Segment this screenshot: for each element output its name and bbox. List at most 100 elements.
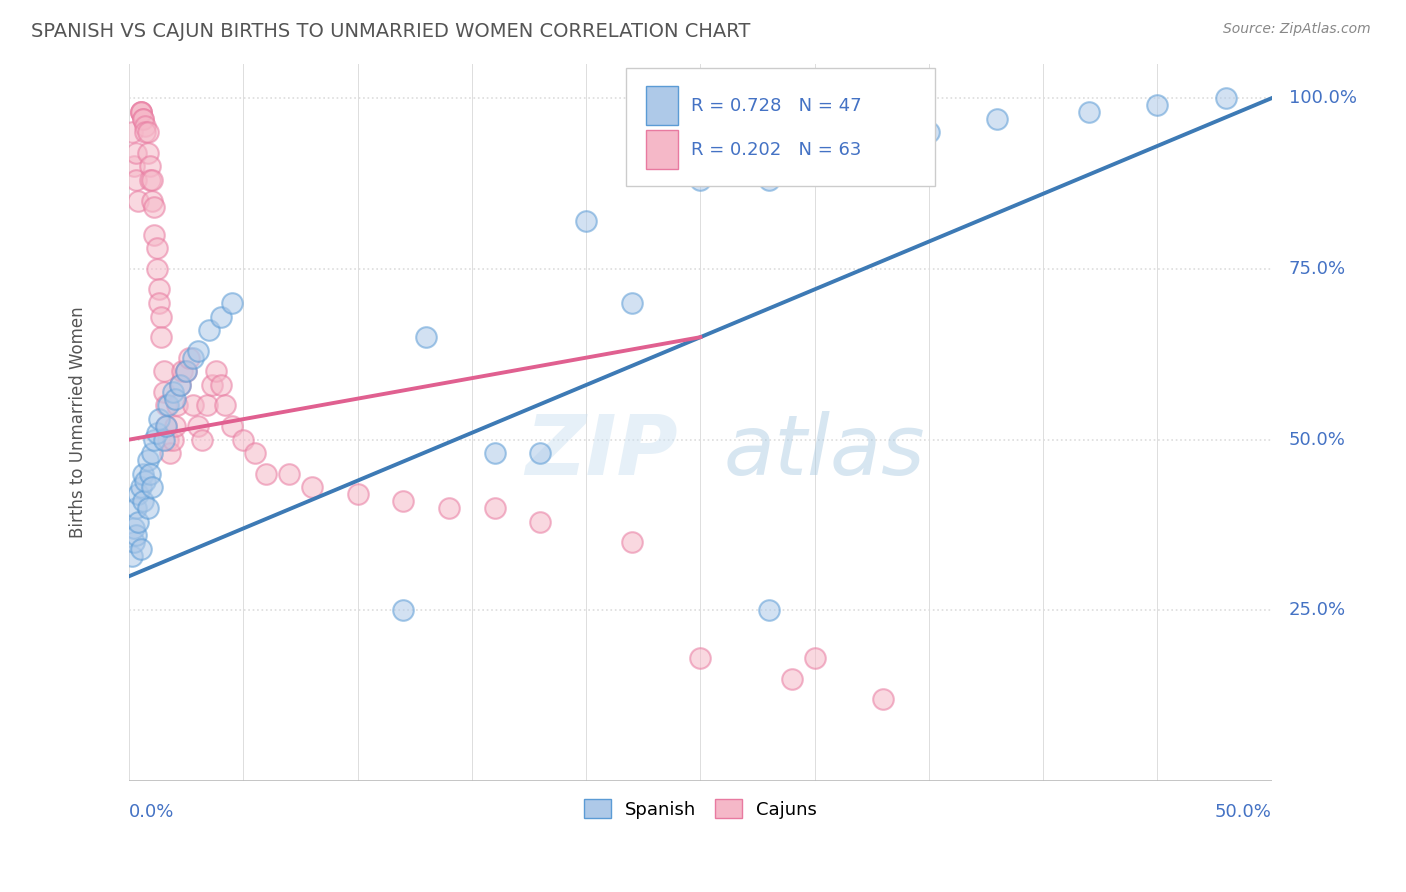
- Point: [176, 364, 198, 378]
- Point: [157, 433, 180, 447]
- Point: [148, 296, 170, 310]
- Point: [437, 500, 460, 515]
- Point: [278, 467, 301, 481]
- Point: [136, 453, 159, 467]
- Point: [141, 480, 163, 494]
- Point: [136, 125, 159, 139]
- Point: [127, 515, 149, 529]
- Text: 50.0%: 50.0%: [1289, 431, 1346, 449]
- Point: [392, 494, 415, 508]
- Point: [134, 474, 156, 488]
- Point: [689, 173, 711, 187]
- Point: [198, 323, 221, 337]
- Point: [125, 528, 148, 542]
- Point: [145, 261, 167, 276]
- Point: [122, 521, 145, 535]
- Point: [169, 378, 191, 392]
- Point: [127, 194, 149, 208]
- Point: [484, 446, 506, 460]
- Point: [221, 296, 243, 310]
- Point: [162, 384, 184, 399]
- Text: ZIP: ZIP: [524, 410, 678, 491]
- Point: [163, 419, 186, 434]
- Point: [134, 119, 156, 133]
- Point: [181, 399, 204, 413]
- Point: [143, 433, 166, 447]
- Point: [529, 515, 551, 529]
- Point: [243, 446, 266, 460]
- Point: [758, 173, 780, 187]
- Point: [125, 173, 148, 187]
- Point: [918, 125, 941, 139]
- Point: [620, 296, 643, 310]
- Point: [170, 364, 193, 378]
- Point: [214, 399, 236, 413]
- Point: [1215, 91, 1237, 105]
- Point: [209, 310, 232, 324]
- Point: [529, 446, 551, 460]
- Point: [136, 145, 159, 160]
- FancyBboxPatch shape: [626, 68, 935, 186]
- Point: [122, 535, 145, 549]
- Point: [620, 535, 643, 549]
- Point: [129, 104, 152, 119]
- Point: [177, 351, 200, 365]
- Text: 25.0%: 25.0%: [1289, 601, 1346, 619]
- FancyBboxPatch shape: [645, 130, 678, 169]
- Text: Births to Unmarried Women: Births to Unmarried Women: [69, 307, 87, 539]
- Point: [195, 399, 218, 413]
- Point: [121, 125, 143, 139]
- Point: [176, 364, 198, 378]
- Point: [575, 214, 598, 228]
- Point: [209, 378, 232, 392]
- Point: [254, 467, 277, 481]
- Point: [191, 433, 214, 447]
- Point: [1146, 98, 1168, 112]
- Point: [155, 419, 177, 434]
- Point: [163, 392, 186, 406]
- Point: [141, 194, 163, 208]
- Point: [148, 412, 170, 426]
- Point: [129, 480, 152, 494]
- Point: [152, 433, 174, 447]
- Point: [221, 419, 243, 434]
- Point: [139, 467, 162, 481]
- Point: [162, 433, 184, 447]
- Point: [1077, 104, 1099, 119]
- Point: [780, 672, 803, 686]
- Point: [803, 651, 825, 665]
- Point: [986, 112, 1008, 126]
- Point: [155, 419, 177, 434]
- Point: [136, 500, 159, 515]
- Point: [134, 125, 156, 139]
- Point: [187, 343, 209, 358]
- Text: atlas: atlas: [723, 410, 925, 491]
- Point: [152, 364, 174, 378]
- Point: [872, 692, 894, 706]
- Point: [415, 330, 437, 344]
- Point: [232, 433, 254, 447]
- Point: [392, 603, 415, 617]
- Text: R = 0.202   N = 63: R = 0.202 N = 63: [692, 141, 862, 159]
- FancyBboxPatch shape: [645, 86, 678, 125]
- Point: [121, 549, 143, 563]
- Point: [141, 173, 163, 187]
- Point: [132, 112, 155, 126]
- Point: [122, 160, 145, 174]
- Point: [129, 541, 152, 556]
- Point: [166, 399, 188, 413]
- Point: [143, 201, 166, 215]
- Point: [139, 160, 162, 174]
- Point: [150, 310, 173, 324]
- Point: [157, 399, 180, 413]
- Point: [155, 399, 177, 413]
- Point: [758, 603, 780, 617]
- Point: [181, 351, 204, 365]
- Point: [346, 487, 368, 501]
- Text: Source: ZipAtlas.com: Source: ZipAtlas.com: [1223, 22, 1371, 37]
- Point: [132, 494, 155, 508]
- Legend: Spanish, Cajuns: Spanish, Cajuns: [576, 792, 824, 826]
- Point: [145, 241, 167, 255]
- Point: [141, 446, 163, 460]
- Point: [849, 139, 872, 153]
